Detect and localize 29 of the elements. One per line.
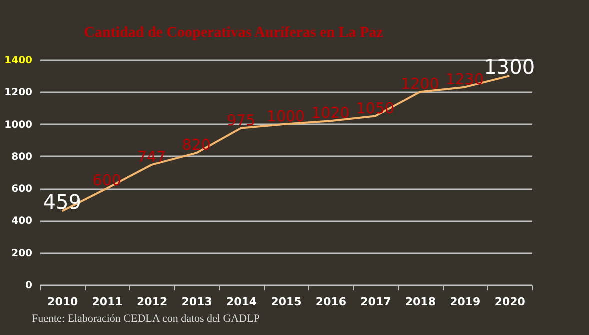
data-label: 1300 — [484, 55, 536, 80]
x-tick-label: 2020 — [494, 296, 526, 308]
x-tick-label: 2013 — [182, 296, 212, 308]
y-tick-label: 1200 — [4, 88, 33, 99]
y-tick-label: 1400 — [4, 56, 33, 66]
data-label: 820 — [182, 136, 211, 154]
data-label: 1020 — [312, 104, 350, 122]
data-label: 600 — [92, 172, 122, 190]
x-tick-label: 2010 — [48, 296, 79, 308]
data-label: 1230 — [446, 70, 484, 88]
x-tick-label: 2012 — [137, 296, 168, 308]
chart-title: Cantidad de Cooperativas Auríferas en La Paz — [84, 25, 384, 41]
x-tick-label: 2017 — [360, 296, 392, 308]
x-tick-label: 2014 — [226, 296, 258, 308]
data-label: 1000 — [266, 107, 306, 126]
data-label: 459 — [43, 190, 82, 214]
y-tick-label: 400 — [12, 216, 33, 228]
source-note: Fuente: Elaboración CEDLA con datos del GADLP — [32, 313, 260, 325]
y-tick-label: 1000 — [4, 120, 33, 131]
x-tick-label: 2019 — [450, 296, 481, 308]
x-tick-label: 2018 — [405, 296, 436, 308]
y-tick-label: 600 — [12, 184, 33, 196]
y-tick-label: 200 — [12, 248, 33, 260]
x-tick-label: 2015 — [271, 296, 302, 308]
data-label: 1200 — [401, 75, 440, 94]
x-tick-label: 2016 — [316, 296, 347, 308]
y-tick-label: 800 — [12, 152, 33, 163]
x-tick-label: 2011 — [92, 296, 123, 308]
y-tick-label: 0 — [26, 280, 33, 292]
